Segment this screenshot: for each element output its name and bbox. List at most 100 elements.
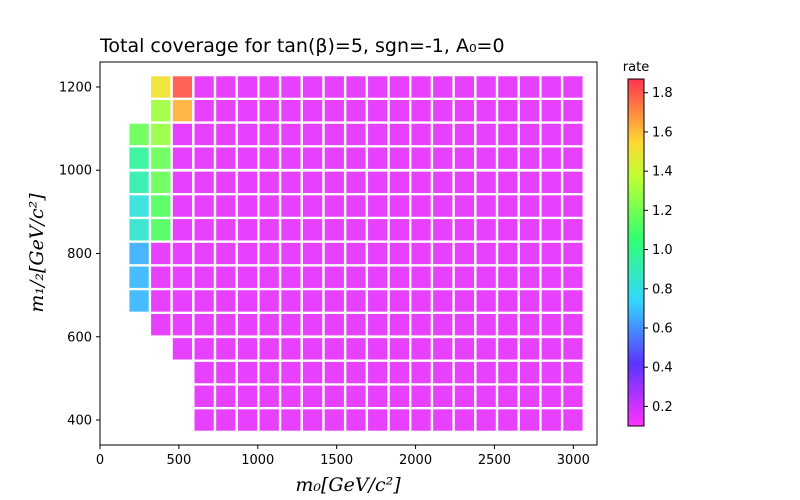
heatmap-cell [519, 385, 540, 407]
colorbar-tick-label: 1.4 [652, 165, 673, 180]
heatmap-cell [411, 409, 431, 431]
heatmap-cell [151, 100, 171, 122]
heatmap-cell [281, 147, 301, 169]
heatmap-cell [237, 266, 258, 288]
heatmap-cell [346, 290, 366, 312]
heatmap-cell [302, 195, 323, 217]
heatmap-cell [498, 242, 518, 265]
heatmap-cell [368, 385, 388, 407]
heatmap-cell [433, 290, 453, 312]
heatmap-cell [194, 290, 214, 312]
heatmap-cell [324, 242, 344, 265]
heatmap-cell [151, 266, 171, 288]
heatmap-cell [563, 123, 583, 146]
heatmap-cell [519, 409, 540, 431]
x-tick-label: 2000 [399, 453, 432, 468]
heatmap-cell [129, 266, 149, 288]
heatmap-cell [216, 147, 236, 169]
heatmap-cell [563, 195, 583, 217]
heatmap-cell [237, 123, 258, 146]
heatmap-cell [216, 100, 236, 122]
heatmap-cell [259, 361, 279, 384]
heatmap-cell [151, 219, 171, 241]
heatmap-cell [476, 314, 496, 336]
heatmap-cell [194, 314, 214, 336]
heatmap-cell [519, 195, 540, 217]
heatmap-cell [563, 100, 583, 122]
heatmap-cell [302, 338, 323, 360]
heatmap-cell [563, 385, 583, 407]
heatmap-cell [194, 385, 214, 407]
heatmap-cell [541, 266, 561, 288]
heatmap-cell [346, 338, 366, 360]
heatmap-cell [216, 385, 236, 407]
heatmap-cell [172, 147, 193, 169]
heatmap-cell [151, 123, 171, 146]
heatmap-cell [281, 314, 301, 336]
heatmap-cell [389, 314, 410, 336]
heatmap-cell [346, 123, 366, 146]
heatmap-cell [302, 385, 323, 407]
heatmap-cell [389, 409, 410, 431]
heatmap-cell [216, 123, 236, 146]
heatmap-cell [411, 266, 431, 288]
x-tick-label: 2500 [478, 453, 511, 468]
heatmap-cell [129, 242, 149, 265]
heatmap-cell [498, 266, 518, 288]
heatmap-cell [368, 123, 388, 146]
heatmap-cell [433, 314, 453, 336]
heatmap-cell [498, 361, 518, 384]
heatmap-cell [129, 290, 149, 312]
heatmap-cell [541, 76, 561, 98]
heatmap-cell [411, 100, 431, 122]
heatmap-cell [237, 409, 258, 431]
heatmap-cell [411, 123, 431, 146]
heatmap-cell [194, 171, 214, 193]
heatmap-cell [324, 290, 344, 312]
heatmap-cell [216, 219, 236, 241]
heatmap-cell [454, 290, 475, 312]
heatmap-cell [172, 338, 193, 360]
heatmap-cell [302, 361, 323, 384]
heatmap-cell [259, 290, 279, 312]
y-axis-label: m₁/₂[GeV/c²] [26, 193, 48, 313]
heatmap-cell [368, 171, 388, 193]
heatmap-cell [259, 409, 279, 431]
heatmap-cell [433, 123, 453, 146]
heatmap-cell [476, 409, 496, 431]
heatmap-cell [368, 338, 388, 360]
heatmap-cell [172, 290, 193, 312]
heatmap-cell [411, 219, 431, 241]
heatmap-cell [519, 361, 540, 384]
heatmap-cell [281, 290, 301, 312]
heatmap-cell [563, 147, 583, 169]
heatmap-cell [433, 147, 453, 169]
heatmap-cell [368, 76, 388, 98]
heatmap-cell [433, 266, 453, 288]
heatmap-cell [281, 266, 301, 288]
heatmap-cell [281, 100, 301, 122]
heatmap-cell [454, 338, 475, 360]
heatmap-cell [346, 195, 366, 217]
heatmap-cell [324, 219, 344, 241]
heatmap-cell [216, 171, 236, 193]
heatmap-cell [194, 338, 214, 360]
x-tick-label: 1000 [241, 453, 274, 468]
heatmap-cell [324, 100, 344, 122]
heatmap-cell [476, 385, 496, 407]
heatmap-cell [519, 314, 540, 336]
heatmap-cell [151, 314, 171, 336]
heatmap-cell [324, 266, 344, 288]
heatmap-cell [476, 266, 496, 288]
heatmap-cell [454, 171, 475, 193]
heatmap-cell [259, 100, 279, 122]
heatmap-cell [194, 361, 214, 384]
heatmap-cell [302, 409, 323, 431]
heatmap-cell [368, 147, 388, 169]
colorbar-tick-label: 1.6 [652, 125, 673, 140]
heatmap-cell [541, 290, 561, 312]
heatmap-cell [346, 100, 366, 122]
heatmap-cell [368, 195, 388, 217]
heatmap-cell [411, 361, 431, 384]
x-tick-label: 1500 [320, 453, 353, 468]
